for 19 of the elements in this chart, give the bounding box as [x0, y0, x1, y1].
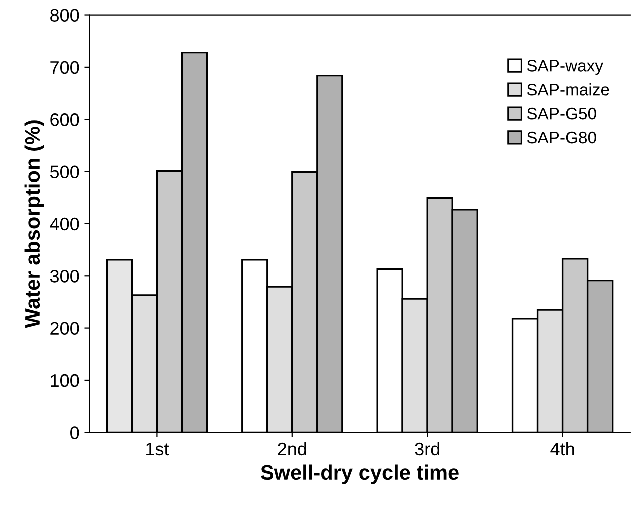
legend-label: SAP-G50 [527, 108, 596, 120]
y-tick-label: 700 [50, 61, 80, 74]
y-tick-label: 100 [51, 374, 80, 388]
y-tick-label: 600 [50, 114, 80, 126]
y-tick-label: 200 [50, 322, 80, 336]
y-tick-label: 0 [70, 426, 80, 440]
y-tick-label: 800 [50, 9, 80, 22]
x-tick-label: 3rd [415, 442, 440, 456]
legend-label: SAP-maize [527, 84, 610, 96]
y-tick-label: 300 [50, 270, 80, 283]
y-tick-label: 400 [50, 218, 80, 231]
y-axis-title: Water absorption (%) [24, 120, 44, 328]
legend-label: SAP-waxy [527, 60, 604, 76]
y-tick-label: 500 [50, 166, 80, 179]
x-tick-label: 2nd [278, 442, 306, 456]
x-tick-label: 1st [146, 443, 170, 456]
legend-label: SAP-G80 [527, 132, 596, 144]
x-tick-label: 4th [550, 442, 574, 456]
x-axis-title: Swell-dry cycle time [261, 464, 459, 484]
